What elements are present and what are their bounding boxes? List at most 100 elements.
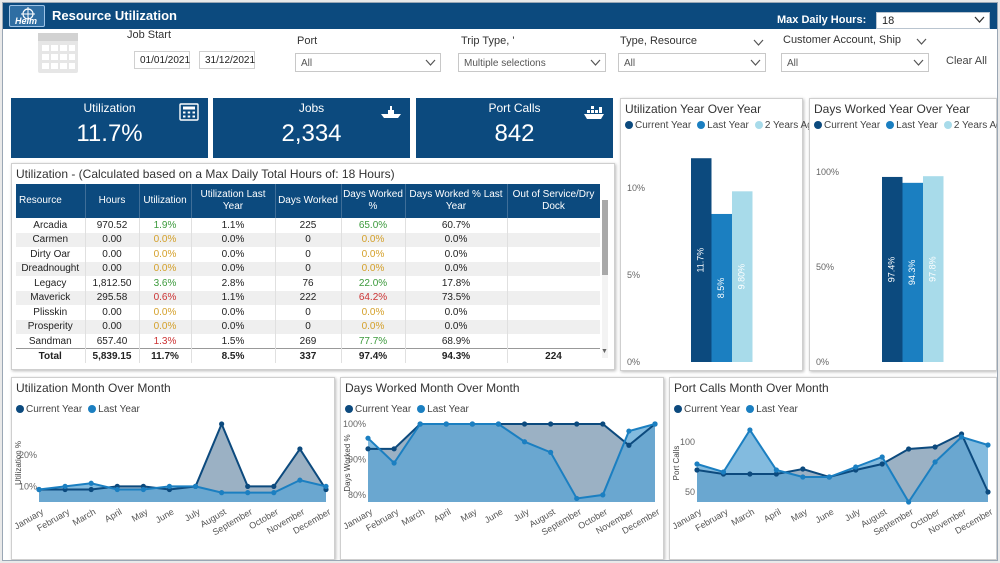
col-header-days-worked-pct[interactable]: Days Worked % <box>341 184 406 218</box>
data-point[interactable] <box>800 466 806 472</box>
data-point[interactable] <box>985 489 991 495</box>
data-point[interactable] <box>773 471 779 477</box>
bar[interactable] <box>923 176 944 362</box>
end-date-input[interactable]: 31/12/2021 <box>199 51 255 69</box>
table-row[interactable]: Prosperity 0.00 0.0% 0.0% 0 0.0% 0.0% <box>16 319 600 334</box>
series-line[interactable] <box>38 479 327 494</box>
data-point[interactable] <box>600 421 606 427</box>
data-point[interactable] <box>166 483 173 489</box>
bar[interactable] <box>902 182 924 362</box>
table-row[interactable]: Dirty Oar 0.00 0.0% 0.0% 0 0.0% 0.0% <box>16 247 600 262</box>
data-point[interactable] <box>365 435 371 441</box>
data-point[interactable] <box>879 461 885 467</box>
data-point[interactable] <box>219 421 225 427</box>
table-row[interactable]: Legacy 1,812.50 3.6% 2.8% 76 22.0% 17.8% <box>16 276 600 291</box>
legend-item-2-years-ago[interactable]: 2 Years Ago <box>754 120 818 131</box>
table-row[interactable]: Carmen 0.00 0.0% 0.0% 0 0.0% 0.0% <box>16 232 600 247</box>
data-point[interactable] <box>365 446 371 452</box>
data-point[interactable] <box>747 427 753 433</box>
data-point[interactable] <box>853 464 859 470</box>
data-point[interactable] <box>694 467 700 473</box>
data-point[interactable] <box>36 486 42 493</box>
data-point[interactable] <box>140 486 146 493</box>
legend-item-last-year[interactable]: Last Year <box>746 404 798 415</box>
data-point[interactable] <box>323 483 329 489</box>
data-point[interactable] <box>271 490 277 496</box>
data-point[interactable] <box>297 446 303 452</box>
series-line[interactable] <box>368 423 656 450</box>
data-point[interactable] <box>391 446 397 452</box>
data-point[interactable] <box>245 483 251 489</box>
table-scrollbar-track[interactable] <box>602 200 608 358</box>
data-point[interactable] <box>800 474 806 480</box>
data-point[interactable] <box>985 442 991 448</box>
data-point[interactable] <box>271 483 277 489</box>
legend-item-last-year[interactable]: Last Year <box>88 404 140 415</box>
series-line[interactable] <box>696 428 989 504</box>
legend-item-2-years-ago[interactable]: 2 Years Ago <box>943 120 997 131</box>
col-header-hours[interactable]: Hours <box>85 184 140 218</box>
legend-item-last-year[interactable]: Last Year <box>417 404 469 415</box>
data-point[interactable] <box>826 474 832 480</box>
col-header-resource[interactable]: Resource <box>16 184 86 218</box>
clear-all-button[interactable]: Clear All <box>946 55 987 67</box>
bar[interactable] <box>691 158 712 362</box>
data-point[interactable] <box>906 446 912 452</box>
bar[interactable] <box>711 213 733 362</box>
trip-type-filter-dropdown[interactable]: Multiple selections <box>458 53 606 72</box>
chevron-down-icon[interactable] <box>753 39 764 47</box>
data-point[interactable] <box>548 421 554 427</box>
data-point[interactable] <box>219 490 225 496</box>
col-header-out-of-service[interactable]: Out of Service/Dry Dock <box>507 184 600 218</box>
col-header-utilization[interactable]: Utilization <box>139 184 192 218</box>
data-point[interactable] <box>495 421 502 427</box>
table-row[interactable]: Sandman 657.40 1.3% 1.5% 269 77.7% 68.9% <box>16 334 600 349</box>
legend-item-current-year[interactable]: Current Year <box>674 404 740 415</box>
data-point[interactable] <box>192 483 199 489</box>
data-point[interactable] <box>297 477 303 483</box>
data-point[interactable] <box>114 486 120 493</box>
legend-item-current-year[interactable]: Current Year <box>625 120 691 131</box>
port-filter-dropdown[interactable]: All <box>295 53 441 72</box>
bar[interactable] <box>732 191 753 362</box>
legend-item-current-year[interactable]: Current Year <box>345 404 411 415</box>
table-scrollbar-thumb[interactable] <box>602 200 608 275</box>
data-point[interactable] <box>652 421 658 427</box>
resource-type-filter-dropdown[interactable]: All <box>618 53 766 72</box>
data-point[interactable] <box>548 449 554 455</box>
data-point[interactable] <box>417 421 423 427</box>
data-point[interactable] <box>773 467 779 473</box>
data-point[interactable] <box>574 421 580 427</box>
data-point[interactable] <box>694 461 700 467</box>
legend-item-last-year[interactable]: Last Year <box>886 120 938 131</box>
data-point[interactable] <box>62 483 68 489</box>
table-row[interactable]: Maverick 295.58 0.6% 1.1% 222 64.2% 73.5% <box>16 290 600 305</box>
legend-item-last-year[interactable]: Last Year <box>697 120 749 131</box>
data-point[interactable] <box>932 459 938 465</box>
data-point[interactable] <box>720 469 727 475</box>
data-point[interactable] <box>88 480 94 486</box>
data-point[interactable] <box>626 442 632 448</box>
series-line[interactable] <box>39 421 327 491</box>
col-header-days-worked[interactable]: Days Worked <box>275 184 342 218</box>
data-point[interactable] <box>391 460 397 466</box>
scroll-down-arrow-icon[interactable]: ▼ <box>601 348 608 355</box>
series-line[interactable] <box>696 432 989 493</box>
table-row[interactable]: Arcadia 970.52 1.9% 1.1% 225 65.0% 60.7% <box>16 218 600 233</box>
col-header-utilization-last-year[interactable]: Utilization Last Year <box>191 184 276 218</box>
start-date-input[interactable]: 01/01/2021 <box>134 51 190 69</box>
chevron-down-icon[interactable] <box>916 38 927 46</box>
col-header-days-worked-pct-last-year[interactable]: Days Worked % Last Year <box>405 184 508 218</box>
data-point[interactable] <box>879 454 885 460</box>
data-point[interactable] <box>906 499 912 505</box>
data-point[interactable] <box>245 490 251 496</box>
data-point[interactable] <box>469 421 475 427</box>
max-hours-dropdown[interactable]: 18 <box>876 12 990 29</box>
data-point[interactable] <box>88 486 94 493</box>
legend-item-current-year[interactable]: Current Year <box>814 120 880 131</box>
data-point[interactable] <box>521 421 528 427</box>
bar[interactable] <box>882 176 903 362</box>
series-line[interactable] <box>367 423 656 500</box>
legend-item-current-year[interactable]: Current Year <box>16 404 82 415</box>
customer-filter-dropdown[interactable]: All <box>781 53 929 72</box>
